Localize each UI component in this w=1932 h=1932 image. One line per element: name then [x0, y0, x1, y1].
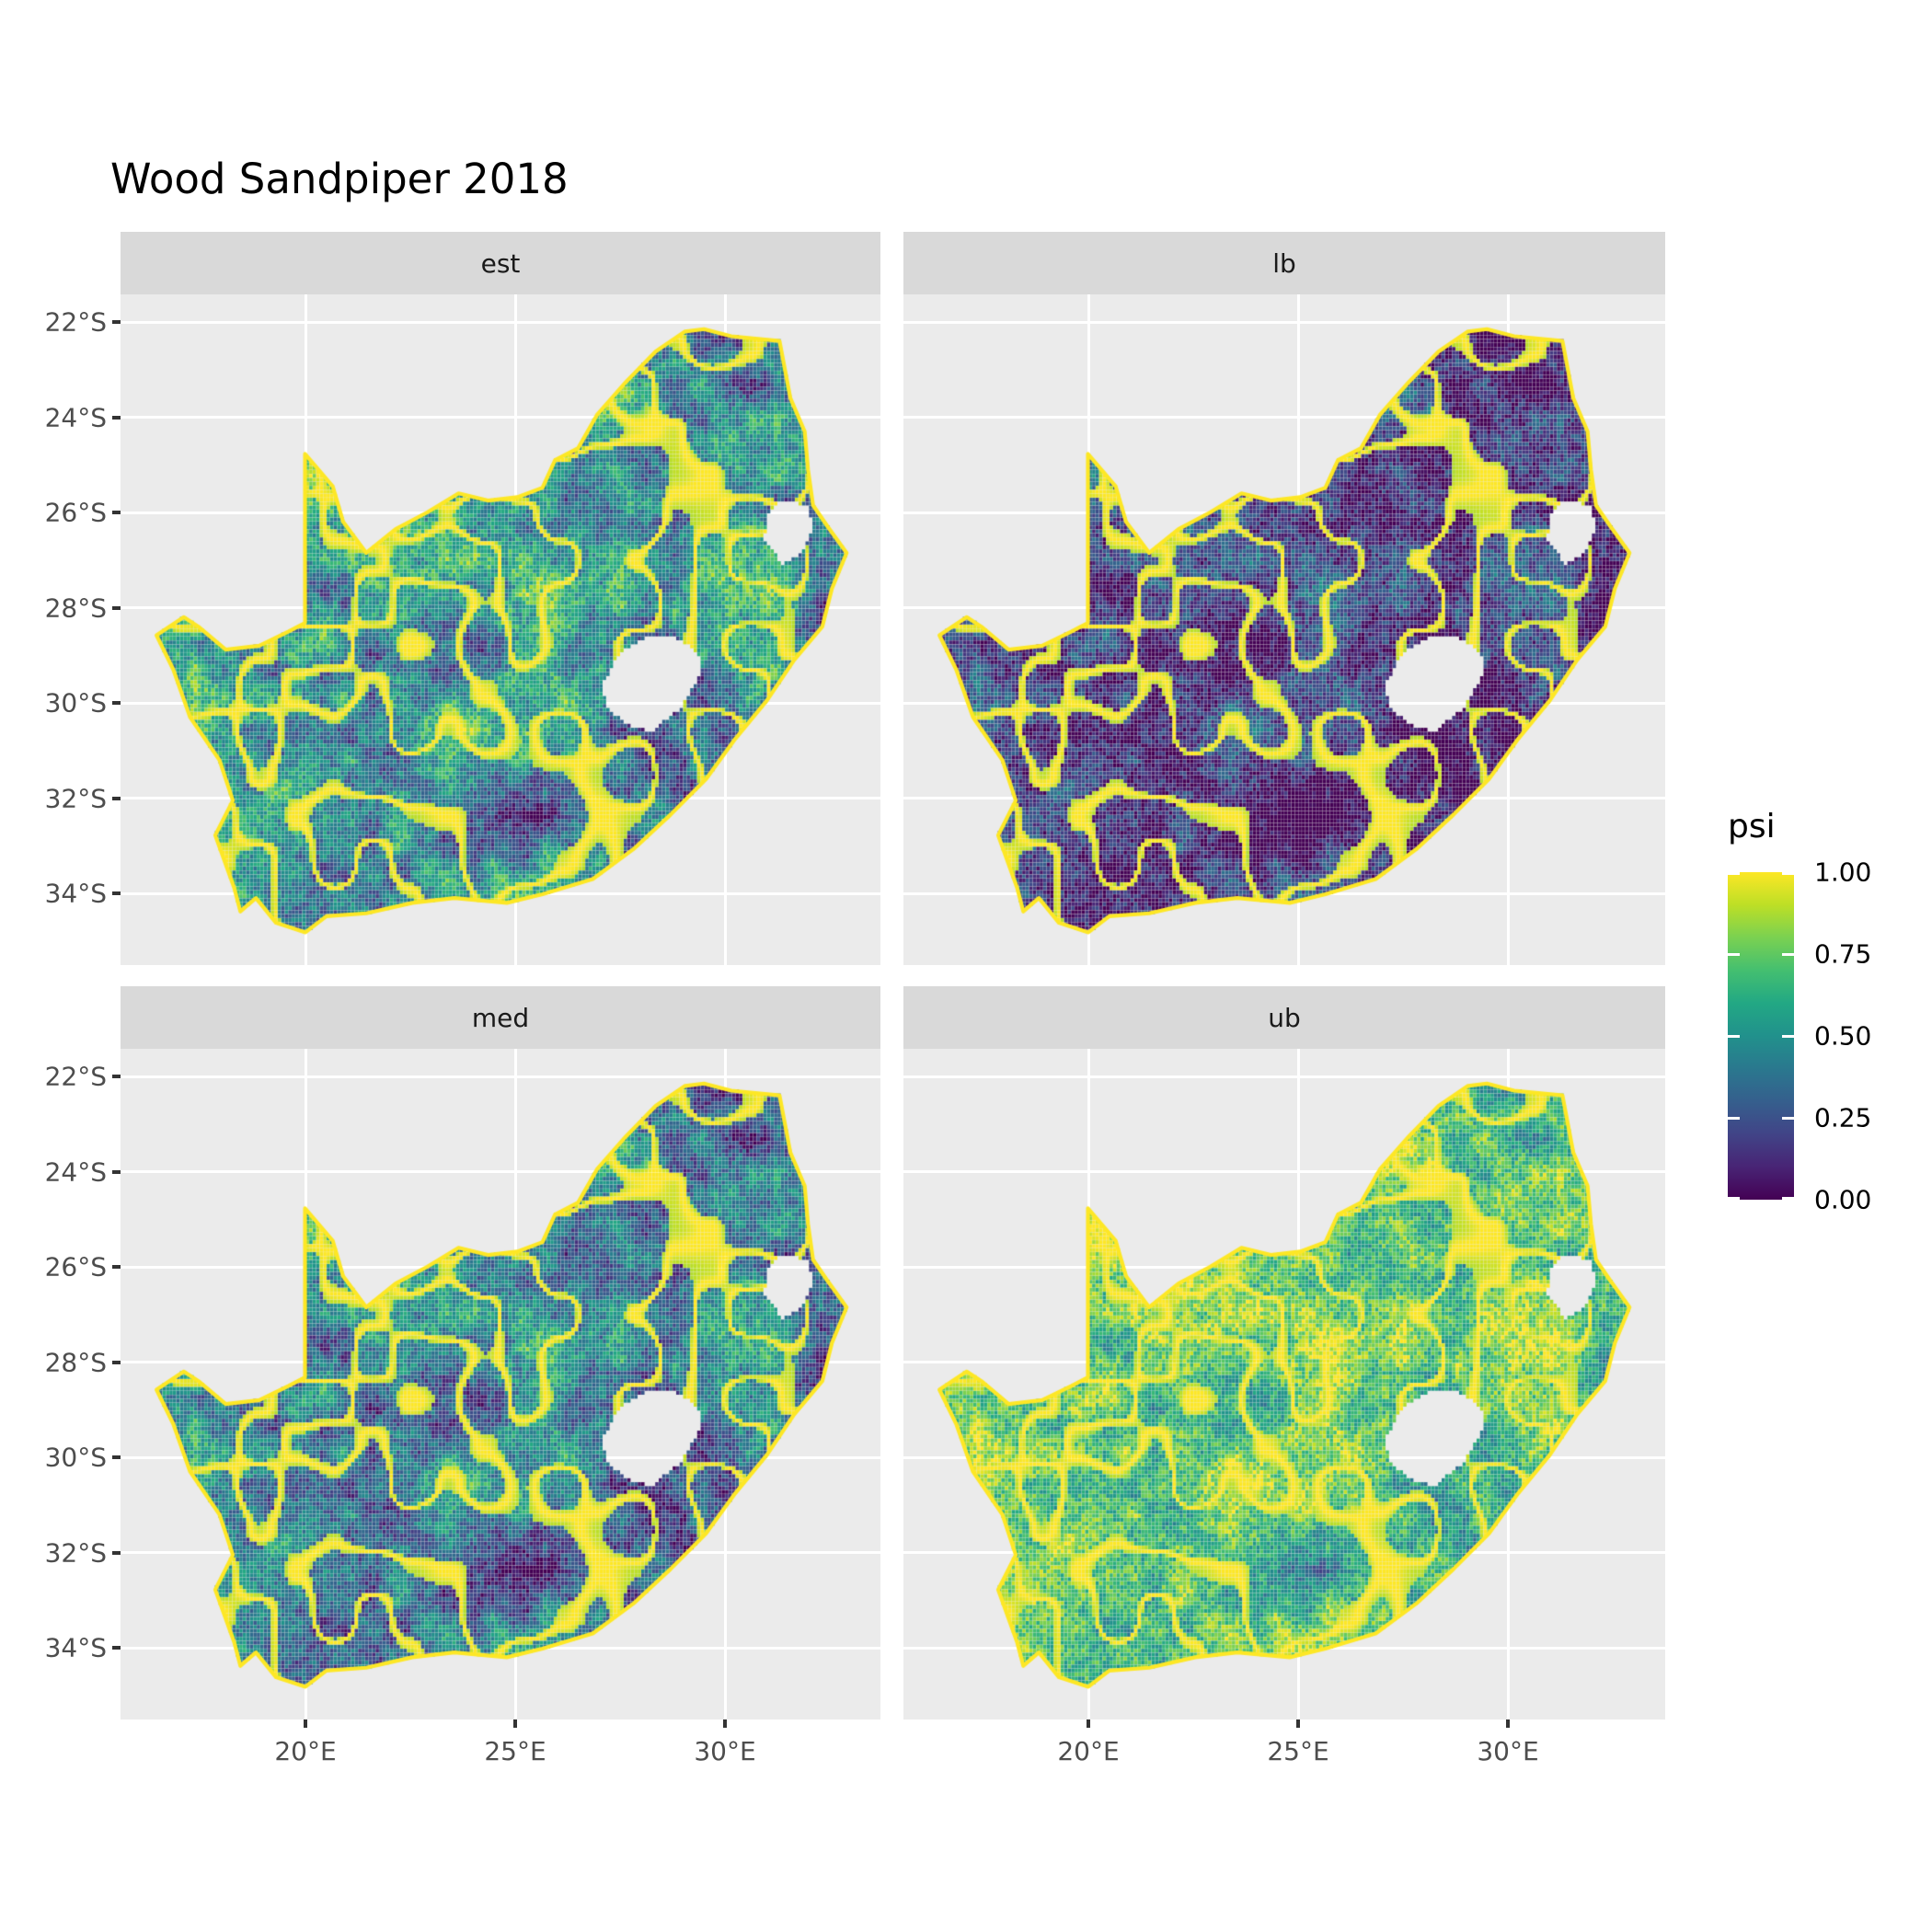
legend-tick-mark — [1728, 872, 1740, 875]
y-axis-tick — [112, 1646, 121, 1650]
y-axis-label: 30°S — [44, 687, 107, 719]
y-axis-tick — [112, 1265, 121, 1269]
facet-strip-med: med — [121, 986, 880, 1049]
legend-tick-label: 0.25 — [1814, 1102, 1872, 1133]
legend-tick-mark — [1728, 952, 1740, 956]
y-axis-label: 28°S — [44, 592, 107, 623]
y-axis-tick — [112, 605, 121, 610]
y-axis-tick — [112, 796, 121, 800]
facet-strip-label-est: est — [480, 247, 521, 279]
x-axis-tick — [1296, 1719, 1300, 1728]
x-axis-tick — [513, 1719, 517, 1728]
map-raster-med — [121, 1049, 880, 1719]
y-axis-tick — [112, 1550, 121, 1555]
legend-tick-mark — [1782, 1034, 1794, 1038]
x-axis-tick — [1506, 1719, 1510, 1728]
x-axis-label: 20°E — [274, 1736, 337, 1766]
legend-title: psi — [1728, 808, 1776, 845]
y-axis-tick — [112, 891, 121, 895]
legend-tick-mark — [1728, 1034, 1740, 1038]
x-axis-tick — [723, 1719, 727, 1728]
x-axis-tick — [1087, 1719, 1090, 1728]
legend-tick-mark — [1782, 952, 1794, 956]
y-axis-label: 24°S — [44, 402, 107, 432]
x-axis-label: 25°E — [1267, 1736, 1329, 1766]
legend-tick-label: 1.00 — [1814, 857, 1872, 888]
x-axis-label: 20°E — [1057, 1736, 1120, 1766]
map-raster-lb — [903, 294, 1665, 965]
x-axis-label: 25°E — [484, 1736, 546, 1766]
map-raster-ub — [903, 1049, 1665, 1719]
y-axis-tick — [112, 1075, 121, 1078]
y-axis-tick — [112, 1169, 121, 1174]
facet-strip-est: est — [121, 232, 880, 294]
x-axis-label: 30°E — [694, 1736, 756, 1766]
legend-tick-label: 0.75 — [1814, 938, 1872, 970]
y-axis-label: 30°S — [44, 1442, 107, 1473]
legend-tick-mark — [1782, 872, 1794, 875]
y-axis-label: 34°S — [44, 1632, 107, 1663]
x-axis-label: 30°E — [1477, 1736, 1539, 1766]
y-axis-label: 32°S — [44, 1537, 107, 1568]
legend-tick-mark — [1728, 1116, 1740, 1120]
facet-strip-lb: lb — [903, 232, 1665, 294]
facet-strip-label-ub: ub — [1268, 1002, 1301, 1033]
facet-strip-label-med: med — [471, 1002, 530, 1033]
y-axis-tick — [112, 1455, 121, 1459]
y-axis-tick — [112, 1360, 121, 1364]
plot-title: Wood Sandpiper 2018 — [110, 155, 569, 203]
y-axis-label: 22°S — [44, 1061, 107, 1092]
facet-strip-ub: ub — [903, 986, 1665, 1049]
y-axis-label: 22°S — [44, 306, 107, 338]
y-axis-tick — [112, 511, 121, 514]
facet-panel-ub — [903, 1049, 1665, 1719]
legend-tick-mark — [1782, 1116, 1794, 1120]
y-axis-label: 26°S — [44, 1251, 107, 1282]
legend-tick-label: 0.50 — [1814, 1020, 1872, 1052]
y-axis-label: 34°S — [44, 878, 107, 909]
y-axis-label: 28°S — [44, 1347, 107, 1377]
legend-tick-mark — [1782, 1197, 1794, 1200]
facet-strip-label-lb: lb — [1272, 247, 1296, 279]
y-axis-tick — [112, 415, 121, 420]
y-axis-label: 32°S — [44, 783, 107, 813]
y-axis-label: 26°S — [44, 497, 107, 528]
facet-panel-med — [121, 1049, 880, 1719]
x-axis-tick — [304, 1719, 307, 1728]
legend-tick-mark — [1728, 1197, 1740, 1200]
map-raster-est — [121, 294, 880, 965]
facet-panel-lb — [903, 294, 1665, 965]
legend-tick-label: 0.00 — [1814, 1184, 1872, 1215]
y-axis-label: 24°S — [44, 1156, 107, 1187]
y-axis-tick — [112, 320, 121, 324]
y-axis-tick — [112, 701, 121, 705]
facet-panel-est — [121, 294, 880, 965]
